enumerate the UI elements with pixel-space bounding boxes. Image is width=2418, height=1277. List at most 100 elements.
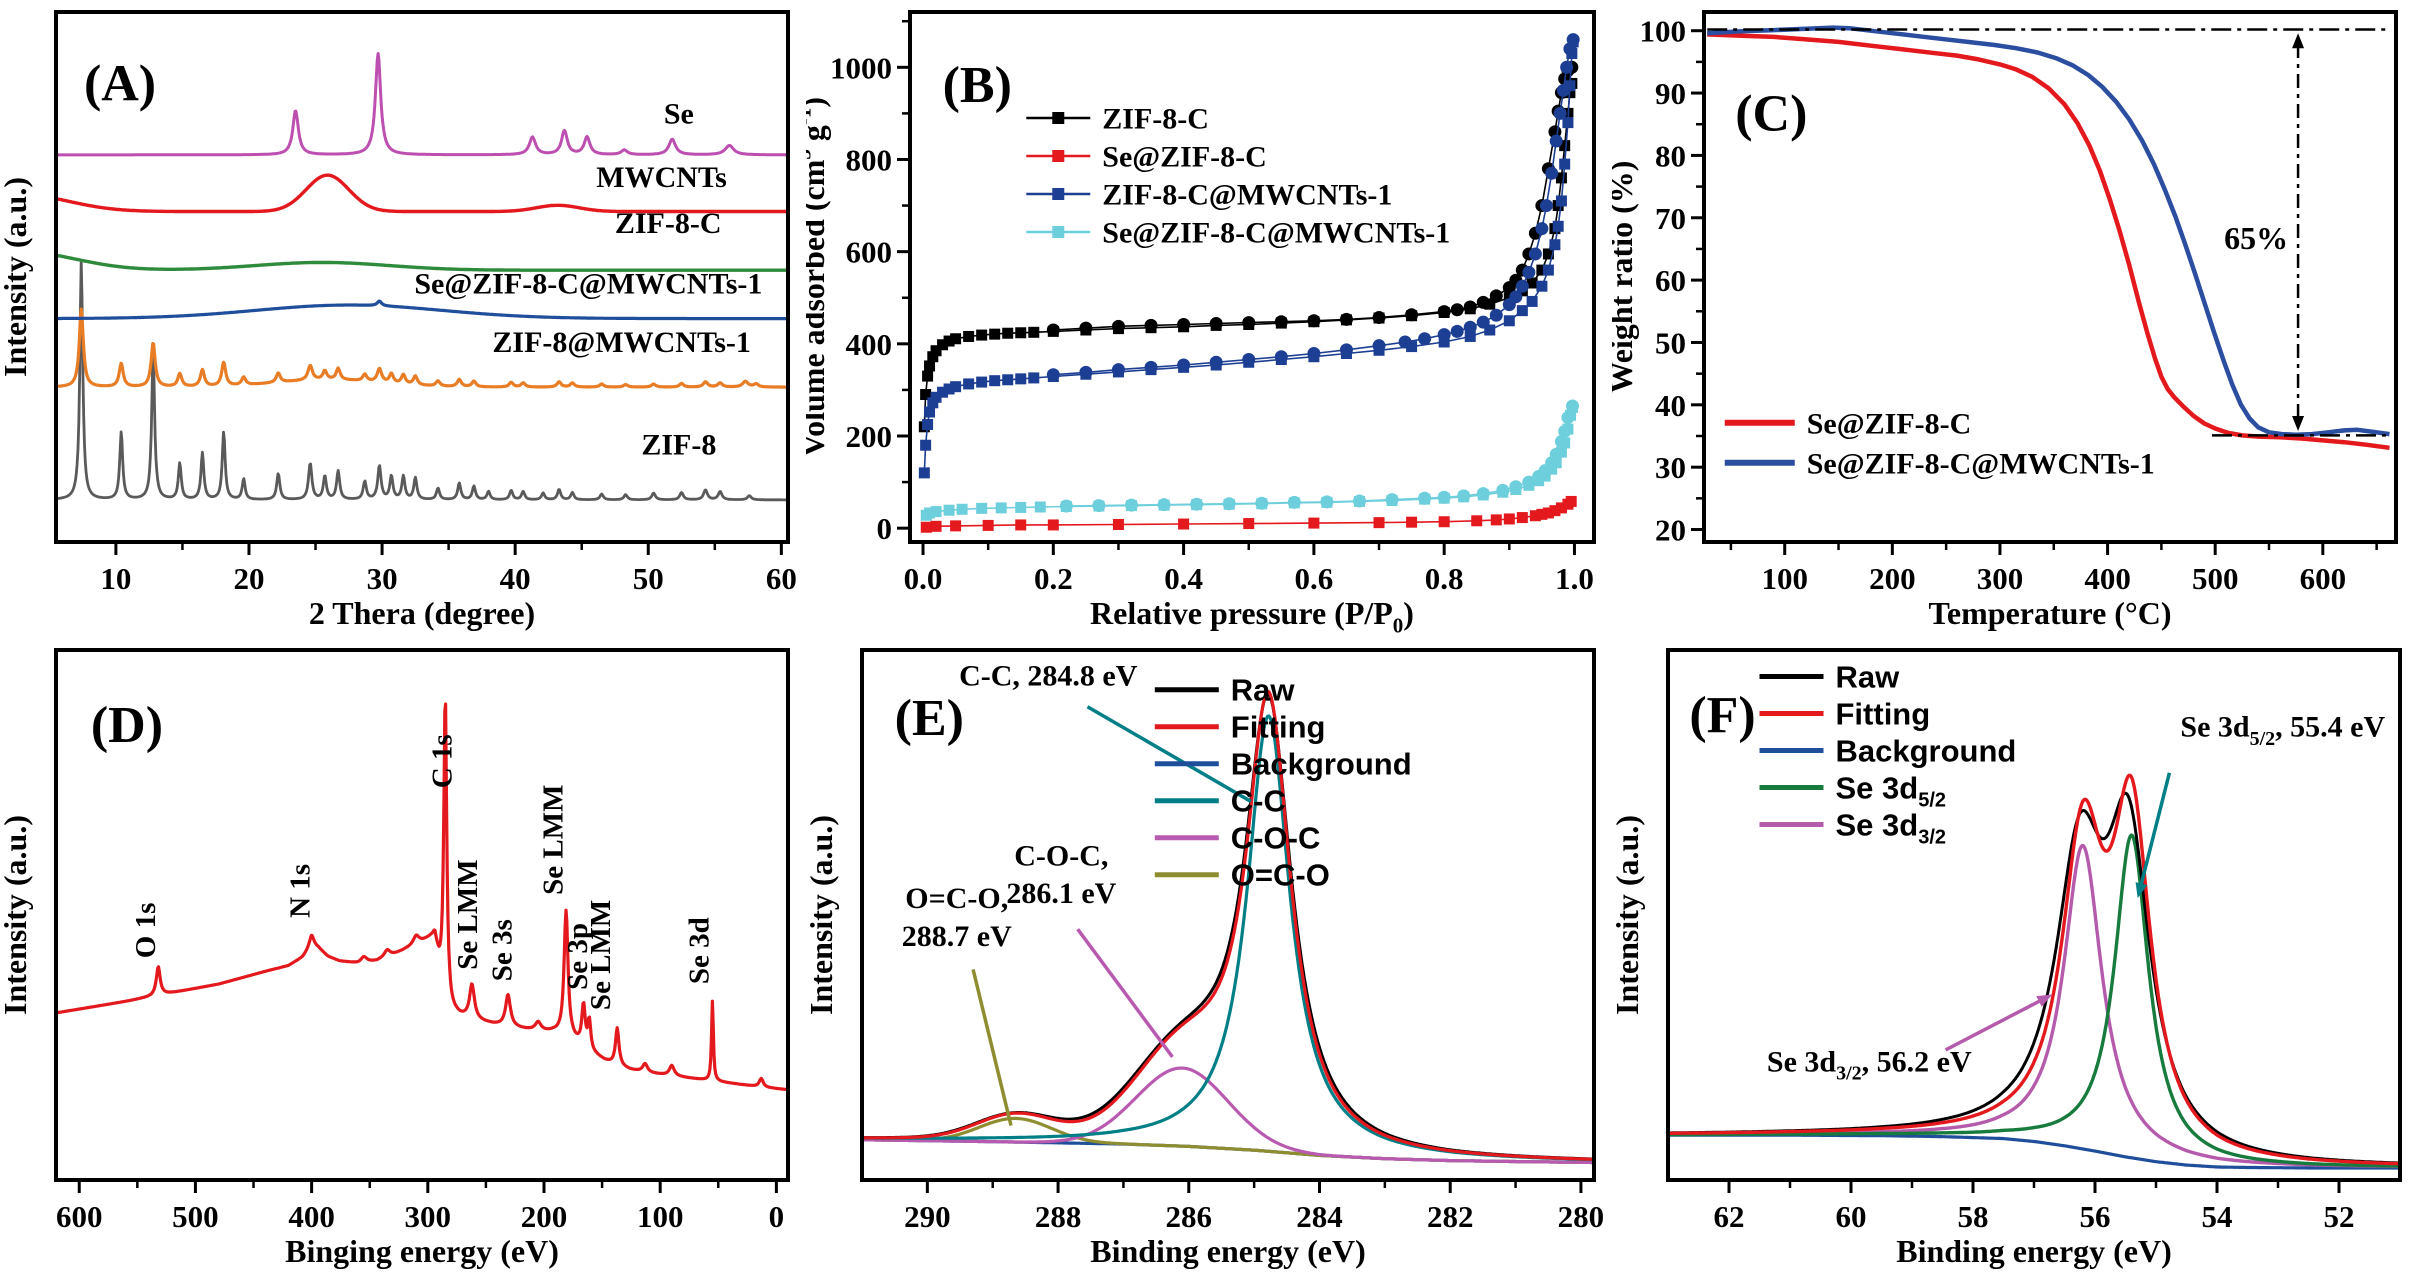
legend: ZIF-8-C Se@ZIF-8-C ZIF-8-C@MWCNTs-1 Se@ZIF-…: [1026, 103, 1450, 250]
svg-text:Raw: Raw: [1231, 673, 1296, 708]
svg-text:70: 70: [1655, 201, 1686, 236]
annotation-line: [2139, 772, 2172, 886]
panel-tag: (D): [91, 697, 163, 754]
annotation-text: 288.7 eV: [902, 920, 1012, 953]
svg-text:Se 3d3/2: Se 3d3/2: [1836, 807, 1947, 848]
annotation-text: C-O-C,: [1014, 839, 1108, 872]
svg-text:40: 40: [500, 561, 531, 596]
panel-tag: (C): [1735, 85, 1807, 142]
svg-text:60: 60: [1836, 1199, 1867, 1234]
plot-frame: [908, 10, 1596, 544]
annotation-text: ZIF-8-C: [615, 207, 722, 240]
svg-text:10: 10: [100, 561, 131, 596]
x-axis-label: Temperature (°C): [1929, 595, 2172, 631]
arrowhead: [2135, 882, 2148, 899]
svg-text:Se@ZIF-8-C: Se@ZIF-8-C: [1807, 407, 1972, 440]
panel-tag: (B): [943, 57, 1012, 114]
y-axis: 0 200 400 600 800 1000: [830, 19, 910, 546]
svg-text:Background: Background: [1231, 747, 1412, 782]
svg-text:50: 50: [1655, 325, 1686, 360]
svg-text:400: 400: [288, 1199, 335, 1234]
svg-text:20: 20: [233, 561, 264, 596]
svg-text:0.4: 0.4: [1164, 561, 1203, 596]
annotation-text: Se 3p: [562, 923, 594, 990]
panel-C-chart: 100 200 300 400 500 600 20 30 40 50 60 70 80 90 100 Tem…: [1612, 0, 2418, 638]
y-axis-label: Intensity (a.u.): [806, 815, 839, 1015]
annotation-text: O=C-O,: [905, 882, 1008, 915]
annotation-text: N 1s: [284, 864, 316, 918]
svg-text:300: 300: [1977, 561, 2024, 596]
series-Background: [862, 1138, 1594, 1165]
series-C-O-C: [862, 1066, 1594, 1165]
series-markers-ZIF-8-C@MWCNTs-1-adsorption: [918, 36, 1579, 479]
plot-area: [56, 52, 788, 502]
annotation-text: O 1s: [130, 903, 162, 959]
svg-text:Raw: Raw: [1836, 659, 1901, 694]
y-axis-label: Volume adsorbed (cm3 g-1): [806, 97, 831, 457]
plot-frame: [860, 648, 1596, 1182]
svg-text:288: 288: [1035, 1199, 1082, 1234]
plot-frame: [54, 10, 790, 544]
annotation-line: [1076, 928, 1174, 1059]
svg-text:Fitting: Fitting: [1836, 696, 1931, 731]
svg-text:500: 500: [2192, 561, 2239, 596]
svg-text:200: 200: [1869, 561, 1916, 596]
series-ZIF-8-C: [56, 253, 788, 272]
panel-A-chart: 10 20 30 40 50 60 2 Thera (degree) Intensity (a…: [0, 0, 806, 638]
annotation-text: 65%: [2224, 220, 2288, 256]
annotation-text: C-C, 284.8 eV: [959, 659, 1138, 692]
svg-text:100: 100: [1761, 561, 1808, 596]
svg-text:Se@ZIF-8-C@MWCNTs-1: Se@ZIF-8-C@MWCNTs-1: [1807, 447, 2155, 480]
annotation-text: ZIF-8: [641, 429, 716, 462]
svg-text:800: 800: [846, 142, 893, 177]
x-axis: 0.0 0.2 0.4 0.6 0.8 1.0: [904, 542, 1594, 596]
svg-text:Fitting: Fitting: [1231, 710, 1326, 745]
panel-D-chart: 600 500 400 300 200 100 0 Binging energy (eV) In…: [0, 638, 806, 1276]
svg-text:600: 600: [846, 235, 893, 270]
x-axis-label: Binding energy (eV): [1090, 1233, 1366, 1269]
y-axis-label: Weight ratio (%): [1612, 161, 1639, 394]
panel-tag: (F): [1689, 687, 1755, 744]
svg-text:600: 600: [56, 1199, 103, 1234]
annotation-text: Se@ZIF-8-C@MWCNTs-1: [414, 268, 762, 301]
annotation-text: Se LMM: [538, 784, 570, 894]
annotation-text: Se LMM: [585, 900, 617, 1010]
svg-text:286: 286: [1166, 1199, 1213, 1234]
svg-text:282: 282: [1427, 1199, 1474, 1234]
x-axis: 10 20 30 40 50 60: [100, 542, 797, 596]
svg-text:62: 62: [1714, 1199, 1745, 1234]
svg-text:284: 284: [1296, 1199, 1343, 1234]
svg-text:60: 60: [766, 561, 797, 596]
panel-F-chart: 62 60 58 56 54 52 Binding energy (eV) Intensity…: [1612, 638, 2418, 1276]
svg-text:0.6: 0.6: [1295, 561, 1334, 596]
svg-text:0.0: 0.0: [904, 561, 943, 596]
svg-text:Se@ZIF-8-C@MWCNTs-1: Se@ZIF-8-C@MWCNTs-1: [1102, 217, 1450, 250]
svg-text:54: 54: [2202, 1199, 2233, 1234]
svg-text:60: 60: [1655, 263, 1686, 298]
y-axis-label: Intensity (a.u.): [0, 815, 33, 1015]
x-axis: 100 200 300 400 500 600: [1729, 542, 2378, 596]
panel-F-xps-se3d: 62 60 58 56 54 52 Binding energy (eV) Intensity…: [1612, 638, 2418, 1277]
series-Se@ZIF-8-C@MWCNTs-1: [56, 299, 788, 321]
annotation-text: Se LMM: [452, 859, 484, 969]
panel-A-xrd: 10 20 30 40 50 60 2 Thera (degree) Intensity (a…: [0, 0, 806, 638]
arrowhead: [2292, 416, 2305, 432]
svg-text:1000: 1000: [830, 50, 892, 85]
plot-frame: [1702, 10, 2398, 544]
panel-E-xps-c1s: 290 288 286 284 282 280 Binding energy (eV) Int…: [806, 638, 1612, 1277]
svg-text:1.0: 1.0: [1555, 561, 1594, 596]
svg-text:58: 58: [1958, 1199, 1989, 1234]
svg-text:280: 280: [1558, 1199, 1605, 1234]
svg-text:C-C: C-C: [1231, 784, 1286, 819]
plot-area: [862, 689, 1594, 1165]
panel-C-tga: 100 200 300 400 500 600 20 30 40 50 60 70 80 90 100 Tem…: [1612, 0, 2418, 638]
legend: Se@ZIF-8-C Se@ZIF-8-C@MWCNTs-1: [1724, 407, 2155, 480]
series-line-ZIF-8-C@MWCNTs-1-adsorption: [923, 41, 1574, 473]
svg-text:400: 400: [2084, 561, 2131, 596]
annotation-text: 286.1 eV: [1006, 877, 1116, 910]
plot-frame: [54, 648, 790, 1182]
series-line-Se@ZIF-8-C@MWCNTs-1-adsorption: [925, 407, 1574, 516]
